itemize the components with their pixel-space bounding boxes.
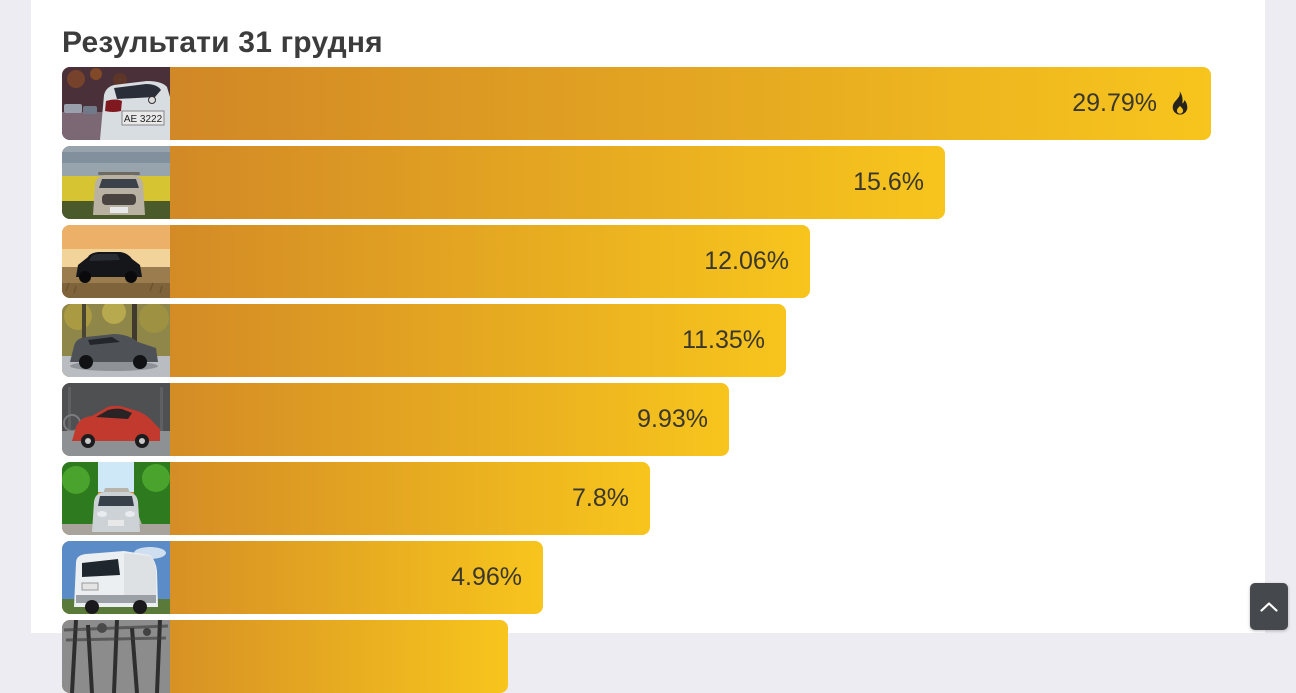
poll-result-row[interactable]: 7.8%	[62, 462, 650, 535]
license-plate-text: AE 3222	[124, 114, 163, 125]
car-photo	[62, 304, 170, 377]
poll-result-row[interactable]: AE 3222 29.79%	[62, 67, 1211, 140]
car-photo	[62, 146, 170, 219]
poll-result-row[interactable]: 12.06%	[62, 225, 810, 298]
percentage-label: 9.93%	[637, 405, 708, 434]
poll-result-row[interactable]: 4.96%	[62, 541, 543, 614]
poll-result-row[interactable]: 15.6%	[62, 146, 945, 219]
poll-result-row[interactable]: 9.93%	[62, 383, 729, 456]
car-photo	[62, 383, 170, 456]
percentage-label: 4.96%	[451, 563, 522, 592]
poll-result-row[interactable]	[62, 620, 508, 693]
percentage-label: 29.79%	[1072, 89, 1157, 118]
car-photo	[62, 225, 170, 298]
chevron-up-icon	[1260, 602, 1278, 612]
percentage-label: 11.35%	[682, 326, 765, 355]
content-panel: Результати 31 грудня	[31, 0, 1265, 633]
car-photo	[62, 620, 170, 693]
percentage-label: 12.06%	[704, 247, 789, 276]
percentage-label: 15.6%	[853, 168, 924, 197]
car-photo: AE 3222	[62, 67, 170, 140]
car-photo	[62, 462, 170, 535]
percentage-label: 7.8%	[572, 484, 629, 513]
page-title: Результати 31 грудня	[62, 26, 1265, 60]
results-list: AE 3222 29.79%	[62, 67, 1265, 693]
poll-result-row[interactable]: 11.35%	[62, 304, 786, 377]
fire-icon	[1167, 91, 1190, 116]
car-photo	[62, 541, 170, 614]
scroll-to-top-button[interactable]	[1250, 583, 1288, 630]
